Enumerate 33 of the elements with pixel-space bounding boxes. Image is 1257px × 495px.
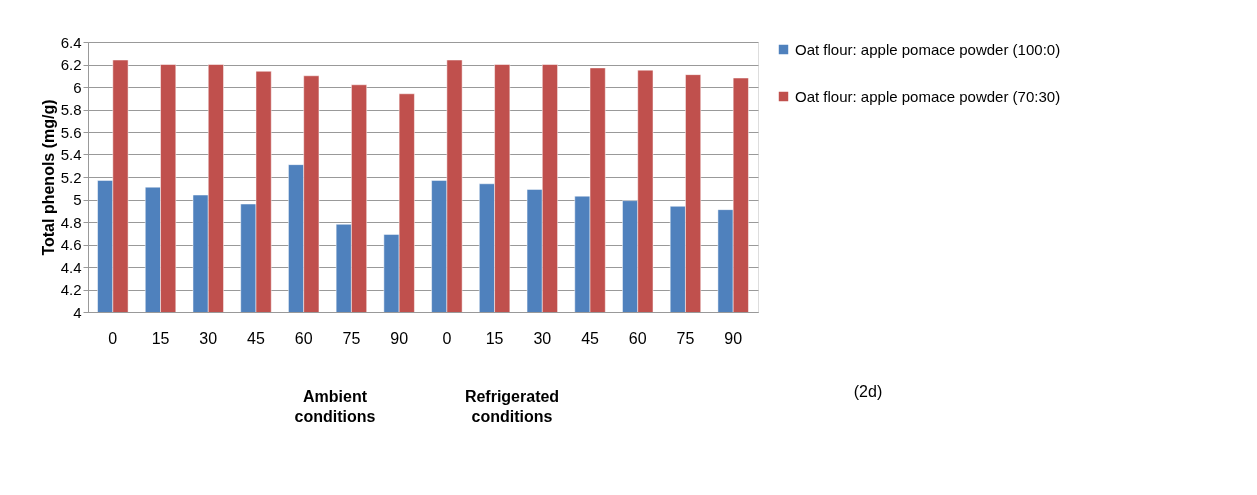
- x-tick-label: 30: [199, 329, 218, 347]
- text: Refrigerated conditions: [464, 388, 560, 425]
- y-tick-label: 6.2: [60, 56, 82, 73]
- legend-label: Oat flour: apple pomace powder (70:30): [795, 87, 1061, 105]
- y-tick-label: 5.8: [60, 101, 82, 118]
- x-tick-label: 75: [676, 329, 695, 347]
- legend-label: Oat flour: apple pomace powder (100:0): [795, 40, 1061, 58]
- x-tick-label: 30: [533, 329, 552, 347]
- y-tick-label: 4.4: [60, 258, 82, 276]
- x-tick-label: 60: [628, 329, 647, 347]
- x-tick-label: 90: [390, 329, 409, 347]
- x-tick-label: 60: [294, 329, 313, 347]
- text: (2d): [853, 383, 883, 400]
- x-tick-label: 0: [108, 329, 118, 347]
- y-tick-label: 5: [73, 191, 82, 208]
- y-tick-label: 4.8: [60, 213, 82, 231]
- x-tick-label: 90: [724, 329, 743, 347]
- y-tick-label: 4.2: [60, 281, 82, 298]
- y-tick-label: 5.6: [60, 123, 82, 141]
- text: Ambient conditions: [294, 388, 376, 425]
- x-tick-label: 45: [247, 329, 265, 347]
- y-tick-label: 5.4: [60, 146, 82, 163]
- x-tick-label: 75: [342, 329, 361, 347]
- x-tick-label: 0: [442, 329, 452, 347]
- y-axis-title: Total phenols (mg/g): [39, 99, 57, 256]
- x-tick-label: 15: [485, 329, 504, 347]
- x-tick-label: 15: [151, 329, 170, 347]
- y-tick-label: 6: [73, 78, 82, 96]
- y-tick-label: 5.2: [60, 168, 82, 186]
- y-tick-label: 6.4: [60, 33, 82, 51]
- y-tick-label: 4.6: [60, 236, 82, 253]
- x-tick-label: 45: [581, 329, 600, 347]
- y-tick-label: 4: [73, 303, 82, 321]
